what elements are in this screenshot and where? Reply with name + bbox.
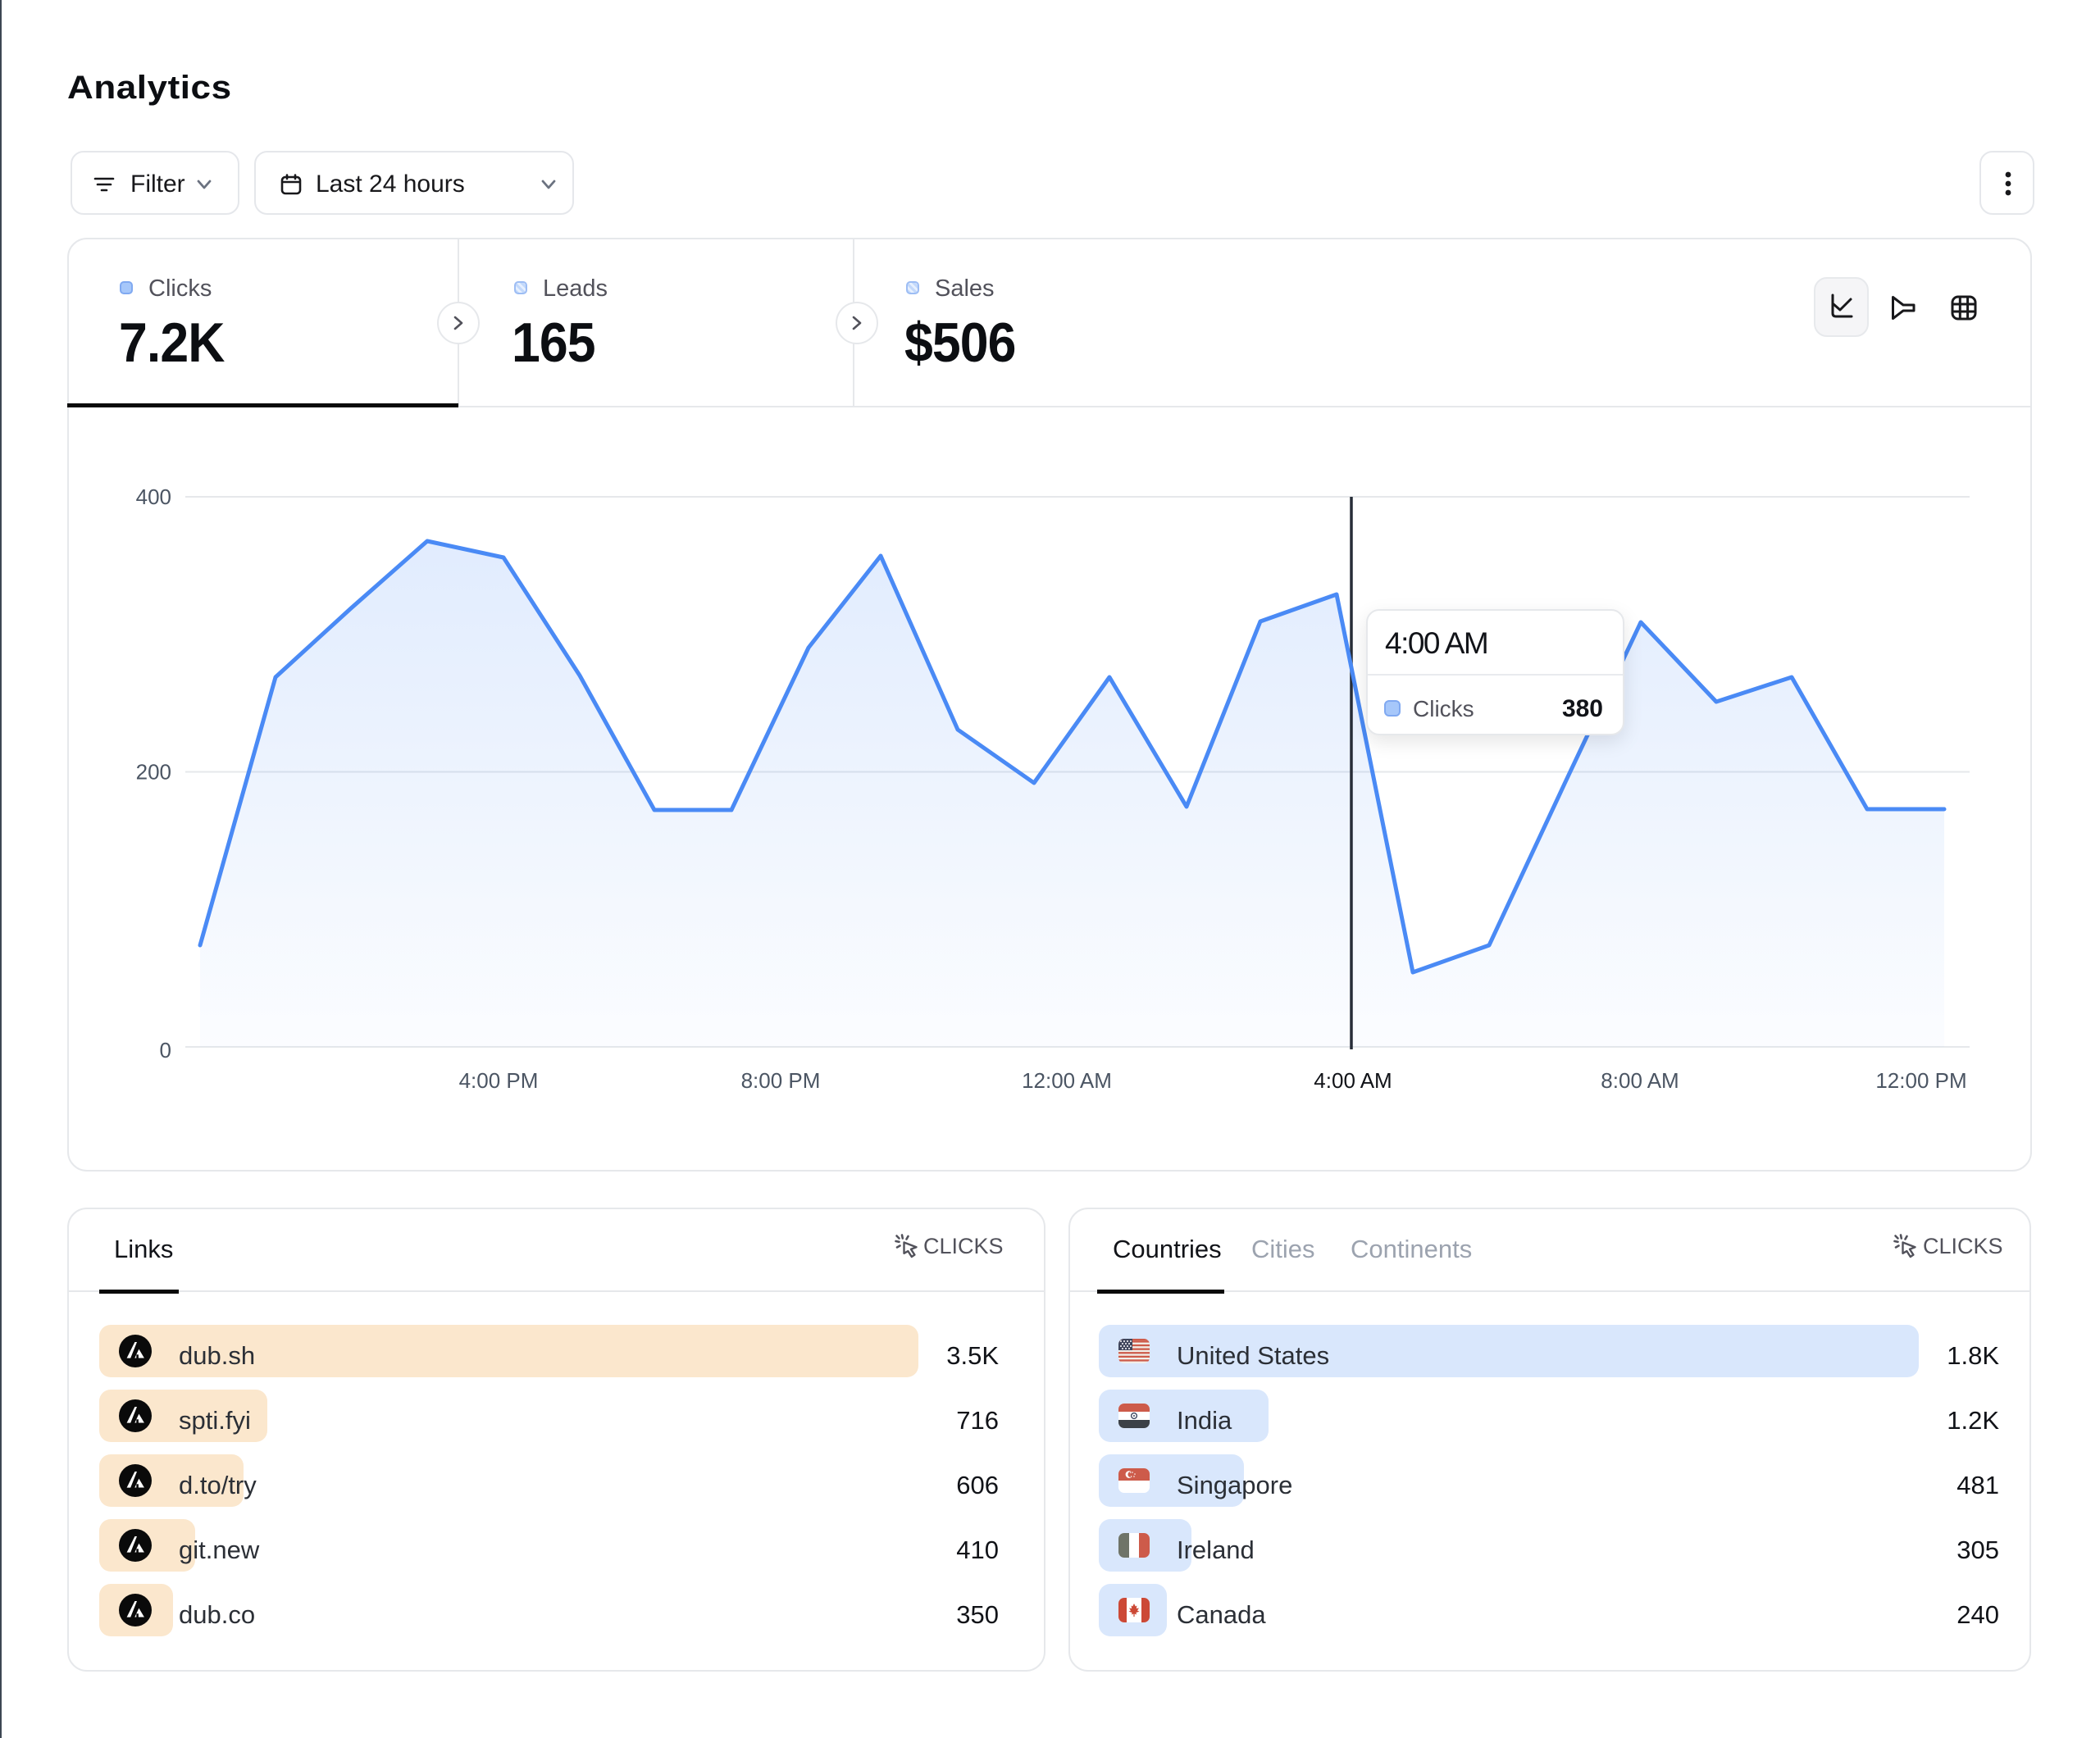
svg-text:8:00 PM: 8:00 PM (741, 1068, 821, 1093)
svg-text:400: 400 (136, 485, 171, 509)
svg-text:8:00 AM: 8:00 AM (1601, 1068, 1679, 1093)
svg-text:4:00 AM: 4:00 AM (1314, 1068, 1392, 1093)
svg-text:4:00 PM: 4:00 PM (459, 1068, 539, 1093)
svg-text:0: 0 (160, 1038, 171, 1062)
svg-text:12:00 PM: 12:00 PM (1875, 1068, 1966, 1093)
svg-text:12:00 AM: 12:00 AM (1022, 1068, 1112, 1093)
svg-text:200: 200 (136, 760, 171, 785)
